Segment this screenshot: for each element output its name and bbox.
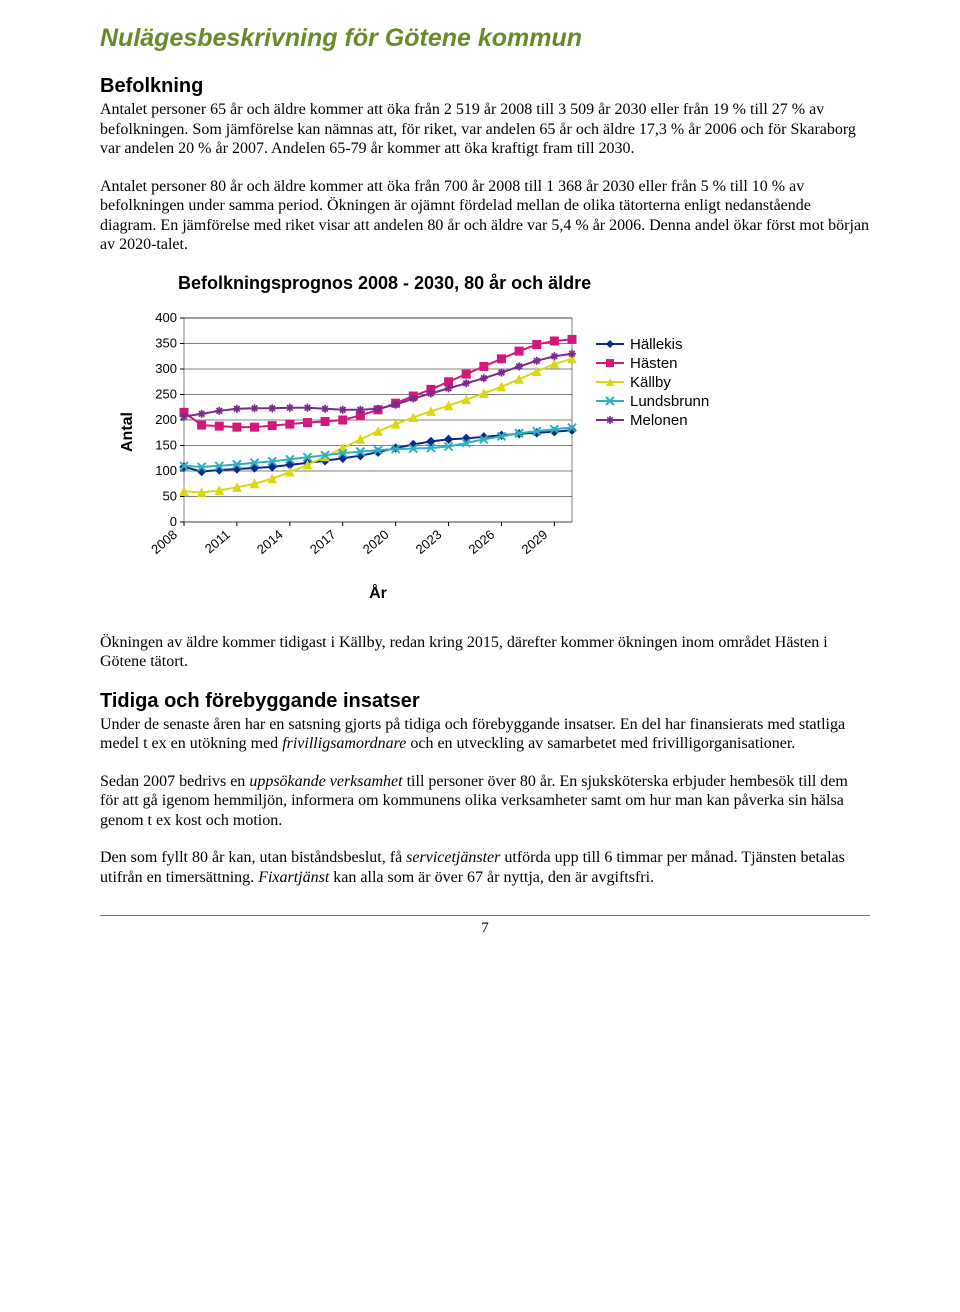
svg-text:300: 300 <box>155 361 177 376</box>
page-number: 7 <box>481 920 489 936</box>
legend-item: Melonen <box>596 412 709 429</box>
legend-item: Hästen <box>596 355 709 372</box>
tidiga-heading: Tidiga och förebyggande insatser <box>100 690 870 713</box>
chart-legend: Hällekis Hästen Källby Lundsbrunn Melonen <box>596 336 709 431</box>
page-footer: 7 <box>100 915 870 937</box>
chart-xlabel: År <box>138 585 578 603</box>
tidiga-p3: Den som fyllt 80 år kan, utan biståndsbe… <box>100 848 870 887</box>
svg-text:2023: 2023 <box>413 526 445 556</box>
svg-text:50: 50 <box>163 488 177 503</box>
svg-text:200: 200 <box>155 412 177 427</box>
svg-text:400: 400 <box>155 312 177 325</box>
svg-text:250: 250 <box>155 386 177 401</box>
befolkning-heading: Befolkning <box>100 75 870 98</box>
chart-title: Befolkningsprognos 2008 - 2030, 80 år oc… <box>178 273 870 294</box>
svg-text:2029: 2029 <box>518 526 550 556</box>
svg-text:150: 150 <box>155 437 177 452</box>
body-p3: Antalet personer 80 år och äldre kommer … <box>100 177 870 255</box>
svg-text:100: 100 <box>155 463 177 478</box>
legend-label: Källby <box>630 374 671 391</box>
svg-text:2020: 2020 <box>360 526 392 556</box>
legend-label: Melonen <box>630 412 688 429</box>
svg-text:2026: 2026 <box>466 526 498 556</box>
svg-text:2011: 2011 <box>202 526 233 555</box>
legend-label: Lundsbrunn <box>630 393 709 410</box>
legend-label: Hällekis <box>630 336 683 353</box>
svg-text:2017: 2017 <box>307 526 339 556</box>
legend-item: Källby <box>596 374 709 391</box>
tidiga-p2: Sedan 2007 bedrivs en uppsökande verksam… <box>100 772 870 831</box>
svg-text:350: 350 <box>155 335 177 350</box>
chart-ylabel: Antal <box>119 432 137 452</box>
body-p1: Antalet personer 65 år och äldre kommer … <box>100 100 870 159</box>
svg-text:0: 0 <box>170 514 177 529</box>
legend-item: Hällekis <box>596 336 709 353</box>
legend-item: Lundsbrunn <box>596 393 709 410</box>
chart-container: Befolkningsprognos 2008 - 2030, 80 år oc… <box>100 273 870 603</box>
page-title: Nulägesbeskrivning för Götene kommun <box>100 24 870 53</box>
svg-text:2008: 2008 <box>148 526 180 556</box>
svg-text:2014: 2014 <box>254 526 286 556</box>
chart-svg: 0 50 100 150 200 250 300 350 400 2008 2011 2014 2017… <box>138 312 578 572</box>
tidiga-p1: Under de senaste åren har en satsning gj… <box>100 715 870 754</box>
after-chart-p: Ökningen av äldre kommer tidigast i Käll… <box>100 633 870 672</box>
legend-label: Hästen <box>630 355 678 372</box>
